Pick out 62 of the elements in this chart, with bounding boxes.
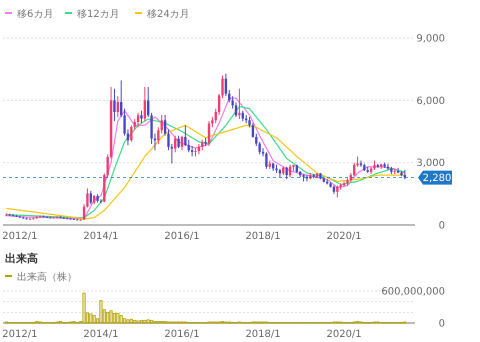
candlestick <box>285 166 288 180</box>
x-tick-label: 2018/1 <box>245 329 281 340</box>
x-tick-label: 2016/1 <box>164 231 200 242</box>
x-tick-label: 2014/1 <box>83 231 119 242</box>
x-tick-label: 2018/1 <box>245 231 281 242</box>
candlestick <box>265 152 268 170</box>
candlestick <box>373 160 376 170</box>
x-tick-label: 2012/1 <box>2 329 38 340</box>
candlestick <box>224 73 228 97</box>
bar <box>143 320 146 324</box>
legend-label: 移24カ月 <box>147 8 190 20</box>
candlestick <box>144 86 146 122</box>
y-tick-label: 0 <box>438 318 445 330</box>
bar <box>116 313 120 324</box>
candlestick <box>238 88 241 120</box>
chart-title: 出来高 <box>5 252 38 265</box>
bar <box>112 313 116 324</box>
bar <box>92 315 96 324</box>
bar <box>140 320 144 324</box>
bar <box>82 292 86 324</box>
candlestick <box>198 143 200 155</box>
y-tick-label: 0 <box>438 220 445 232</box>
candlestick <box>174 135 176 153</box>
x-tick-label: 2020/1 <box>326 231 362 242</box>
x-tick-label: 2016/1 <box>164 329 200 340</box>
bar <box>122 318 126 324</box>
bar <box>130 318 133 324</box>
candlestick <box>190 146 194 157</box>
candlestick <box>201 139 204 151</box>
candlestick <box>404 169 406 180</box>
legend-label: 出来高（株） <box>17 271 77 283</box>
candlestick <box>177 135 180 149</box>
bar <box>126 319 130 324</box>
bar <box>146 319 150 324</box>
y-tick-label: 3,000 <box>416 158 445 170</box>
y-tick-label: 9,000 <box>416 34 445 44</box>
candlestick <box>90 190 92 205</box>
bar <box>96 318 100 324</box>
legend-label: 移6カ月 <box>17 8 54 20</box>
bar <box>136 320 140 324</box>
bar <box>89 314 92 324</box>
x-tick-label: 2012/1 <box>2 231 38 242</box>
bar <box>106 312 110 324</box>
candlestick <box>116 96 119 118</box>
ref-line-label: 2,280 <box>422 173 452 184</box>
bar <box>133 320 136 324</box>
candlestick <box>194 148 197 157</box>
x-tick-label: 2020/1 <box>326 329 362 340</box>
bar <box>120 315 123 324</box>
bar <box>109 310 113 324</box>
x-tick-label: 2014/1 <box>83 329 119 340</box>
candlestick <box>242 110 244 122</box>
bar <box>102 309 106 324</box>
candlestick <box>93 194 96 205</box>
candlestick <box>136 112 140 128</box>
y-tick-label: 6,000 <box>416 96 445 107</box>
candlestick <box>336 185 339 198</box>
legend-label: 移12カ月 <box>77 8 120 20</box>
bar <box>150 320 154 324</box>
bar <box>86 312 90 324</box>
y-tick-label: 600,000,000 <box>381 286 445 298</box>
bar <box>99 300 103 324</box>
